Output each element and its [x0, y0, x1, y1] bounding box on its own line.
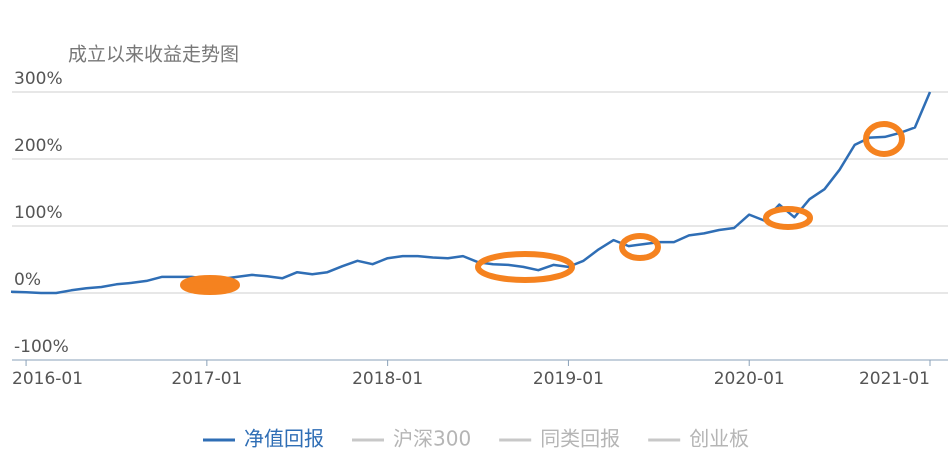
legend-label: 沪深300 — [393, 427, 471, 451]
legend-label: 净值回报 — [244, 427, 324, 451]
highlight — [475, 251, 575, 283]
chart-title: 成立以来收益走势图 — [68, 44, 239, 66]
annotations — [180, 121, 905, 295]
y-tick-label: 100% — [14, 203, 63, 223]
legend: 净值回报 沪深300 同类回报 创业板 — [203, 427, 749, 451]
y-tick-label: 0% — [14, 270, 41, 290]
y-tick-label: -100% — [14, 337, 69, 357]
x-tick-label: 2021-01 — [859, 369, 930, 389]
legend-label: 创业板 — [689, 427, 749, 451]
highlight — [619, 233, 661, 261]
series-line — [10, 91, 932, 295]
x-tick-label: 2016-01 — [12, 369, 83, 389]
x-tick-label: 2020-01 — [714, 369, 785, 389]
x-tick-label: 2018-01 — [352, 369, 423, 389]
x-tick-label: 2019-01 — [533, 369, 604, 389]
highlight — [863, 121, 905, 157]
y-tick-label: 300% — [14, 69, 63, 89]
legend-label: 同类回报 — [540, 427, 620, 451]
y-tick-label: 200% — [14, 136, 63, 156]
highlight — [763, 206, 813, 230]
x-tick-label: 2017-01 — [171, 369, 242, 389]
highlight — [180, 275, 240, 295]
